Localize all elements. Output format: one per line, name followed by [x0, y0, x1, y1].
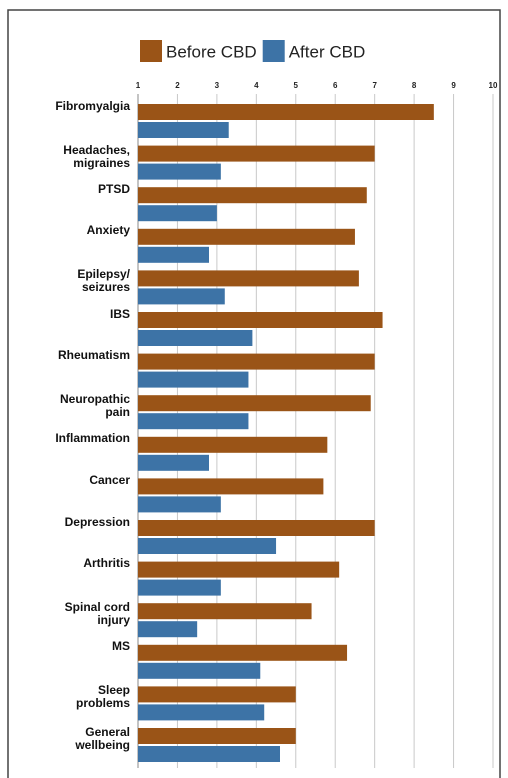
y-tick-label: Neuropathic pain	[59, 392, 130, 420]
bar	[138, 371, 249, 388]
bar	[138, 496, 221, 513]
bar	[138, 413, 249, 430]
bar	[138, 104, 434, 120]
y-tick-label: General wellbeing	[75, 725, 130, 752]
x-tick-label: 5	[294, 81, 299, 90]
bar	[138, 728, 296, 744]
bar	[138, 644, 348, 661]
bar	[138, 704, 265, 721]
bar	[138, 603, 312, 620]
bar	[138, 538, 277, 554]
bar	[138, 662, 261, 679]
bar	[138, 520, 375, 536]
x-tick-label: 1	[136, 81, 141, 90]
bar	[138, 122, 229, 138]
chart-frame	[7, 9, 501, 778]
bar	[138, 163, 221, 180]
bar	[138, 330, 253, 346]
bar	[138, 228, 355, 245]
bar	[138, 145, 375, 162]
bar	[138, 621, 198, 638]
bar	[138, 246, 209, 263]
bar	[138, 478, 324, 495]
y-tick-label: Inflammation	[55, 431, 130, 446]
y-tick-label: Rheumatism	[57, 348, 130, 363]
bar	[138, 312, 383, 328]
bar	[138, 686, 296, 703]
x-tick-label: 6	[333, 81, 338, 90]
bar	[138, 288, 225, 305]
y-tick-label: MS	[112, 639, 130, 654]
bar	[138, 353, 375, 370]
y-tick-label: IBS	[109, 306, 130, 321]
x-tick-label: 2	[175, 81, 180, 90]
bar	[138, 454, 209, 471]
y-tick-label: Arthritis	[83, 556, 130, 571]
bar	[138, 270, 359, 287]
x-tick-label: 7	[372, 81, 377, 90]
x-tick-label: 3	[215, 81, 220, 90]
x-tick-label: 8	[412, 81, 417, 90]
y-tick-label: Anxiety	[86, 223, 130, 238]
bar	[138, 561, 340, 578]
legend-label: After CBD	[289, 42, 366, 61]
y-tick-label: Cancer	[89, 472, 130, 487]
y-tick-label: Depression	[64, 514, 130, 529]
x-tick-label: 4	[254, 81, 259, 90]
bar	[138, 746, 280, 762]
y-tick-label: Spinal cord injury	[64, 600, 130, 628]
y-tick-label: PTSD	[97, 181, 130, 196]
legend-swatch	[262, 40, 285, 62]
bar	[138, 187, 367, 204]
y-tick-label: Headaches, migraines	[63, 142, 130, 170]
y-tick-label: Epilepsy/ seizures	[77, 267, 130, 295]
y-tick-label: Sleep problems	[75, 683, 130, 711]
legend-swatch	[140, 40, 162, 62]
bar	[138, 205, 217, 222]
bar	[138, 579, 221, 596]
x-tick-label: 9	[451, 81, 456, 90]
bar	[138, 436, 328, 453]
x-tick-label: 10	[489, 81, 498, 90]
legend-label: Before CBD	[166, 42, 257, 61]
y-tick-label: Fibromyalgia	[55, 98, 130, 113]
bar	[138, 395, 371, 412]
